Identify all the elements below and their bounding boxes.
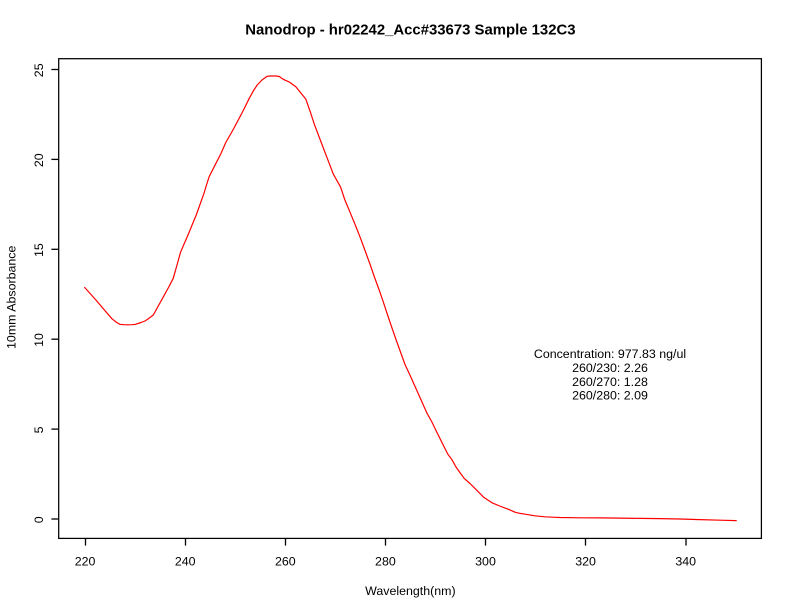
- svg-text:Nanodrop - hr02242_Acc#33673 S: Nanodrop - hr02242_Acc#33673 Sample 132C…: [245, 22, 575, 38]
- svg-text:260/270: 1.28: 260/270: 1.28: [572, 375, 648, 389]
- svg-text:220: 220: [75, 554, 96, 568]
- svg-text:260/280: 2.09: 260/280: 2.09: [572, 388, 648, 402]
- svg-text:10mm Absorbance: 10mm Absorbance: [5, 246, 19, 349]
- svg-text:Wavelength(nm): Wavelength(nm): [365, 584, 455, 598]
- svg-text:5: 5: [32, 426, 46, 433]
- svg-text:0: 0: [32, 516, 46, 523]
- svg-text:20: 20: [32, 153, 46, 167]
- svg-text:15: 15: [32, 243, 46, 257]
- svg-text:260/230: 2.26: 260/230: 2.26: [572, 361, 648, 375]
- svg-text:280: 280: [375, 554, 396, 568]
- svg-text:25: 25: [32, 63, 46, 77]
- svg-text:260: 260: [275, 554, 296, 568]
- svg-text:Concentration: 977.83 ng/ul: Concentration: 977.83 ng/ul: [534, 347, 686, 361]
- svg-text:320: 320: [575, 554, 596, 568]
- svg-text:240: 240: [175, 554, 196, 568]
- svg-text:340: 340: [675, 554, 696, 568]
- svg-text:10: 10: [32, 333, 46, 347]
- svg-text:300: 300: [475, 554, 496, 568]
